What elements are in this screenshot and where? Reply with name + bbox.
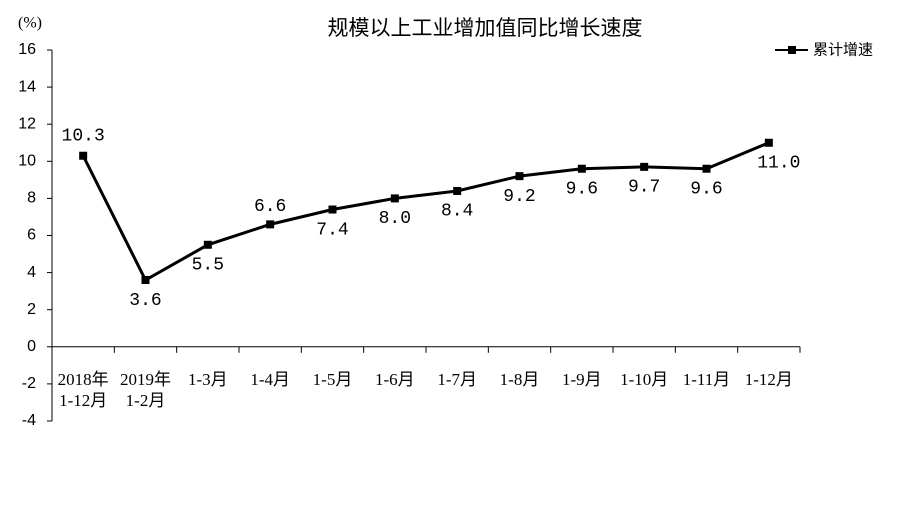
data-point: [453, 186, 462, 195]
data-point: [203, 240, 212, 249]
y-tick-label: 12: [18, 115, 36, 132]
data-point: [79, 151, 88, 160]
data-point: [515, 172, 524, 181]
y-tick-label: 4: [27, 264, 36, 281]
data-point: [266, 220, 275, 229]
legend-marker: [788, 46, 796, 54]
data-point: [328, 205, 337, 214]
y-tick-label: 2: [27, 301, 36, 318]
data-label: 5.5: [192, 256, 224, 276]
series-line: [81, 141, 770, 283]
data-label: 8.4: [441, 202, 473, 222]
data-label: 8.0: [379, 209, 411, 229]
x-tick-label: 1-4月: [250, 369, 290, 389]
legend-label: 累计增速: [813, 41, 873, 58]
data-point: [764, 138, 773, 147]
x-tick-label: 2019年1-2月: [120, 369, 171, 410]
x-tick-label: 1-5月: [312, 369, 353, 389]
y-tick-label: 6: [27, 227, 36, 244]
data-point: [390, 194, 399, 203]
data-point: [640, 162, 649, 171]
data-label: 9.6: [566, 179, 598, 199]
data-point: [577, 164, 586, 173]
y-tick-label: 16: [18, 41, 36, 58]
x-tick-label: 1-6月: [374, 369, 415, 389]
y-tick-label: -2: [22, 375, 36, 392]
x-tick-label: 1-8月: [499, 369, 540, 389]
x-tick-label: 1-12月: [744, 369, 793, 389]
data-label: 9.7: [628, 178, 660, 198]
data-label: 9.2: [503, 187, 535, 207]
y-tick-label: 10: [18, 153, 36, 170]
y-tick-label: 0: [27, 338, 36, 355]
data-label: 11.0: [757, 154, 800, 174]
x-tick-label: 1-10月: [620, 369, 669, 389]
data-label: 7.4: [316, 220, 348, 240]
data-point: [141, 276, 150, 285]
y-tick-label: 8: [27, 190, 36, 207]
data-label: 10.3: [62, 126, 105, 146]
x-tick-label: 1-11月: [682, 369, 731, 389]
data-label: 6.6: [254, 197, 286, 217]
x-tick-label: 2018年1-12月: [57, 369, 109, 410]
y-axis-label: (%): [18, 15, 42, 32]
data-point: [702, 164, 711, 173]
x-tick-label: 1-9月: [561, 369, 602, 389]
y-tick-label: -4: [22, 412, 36, 429]
y-tick-label: 14: [18, 78, 36, 95]
x-tick-label: 1-3月: [187, 369, 228, 389]
x-tick-label: 1-7月: [437, 369, 477, 389]
data-label: 9.6: [690, 179, 722, 199]
chart-title: 规模以上工业增加值同比增长速度: [328, 16, 643, 40]
data-label: 3.6: [129, 291, 161, 311]
